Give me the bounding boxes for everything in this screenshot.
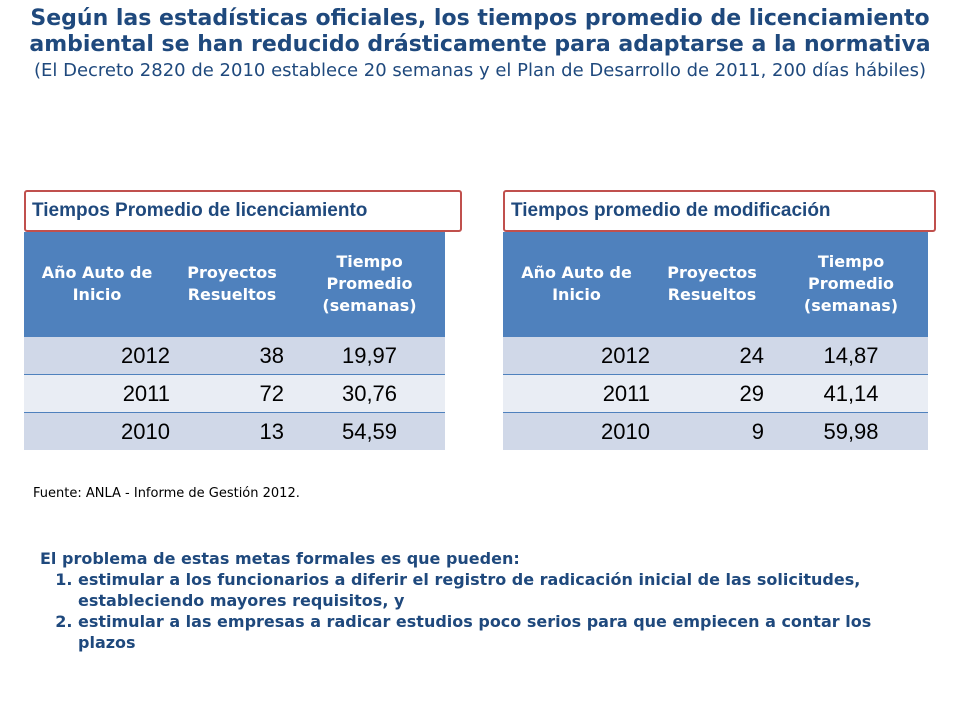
source-note: Fuente: ANLA - Informe de Gestión 2012. <box>33 486 300 501</box>
modification-table: Año Auto de Inicio Proyectos Resueltos T… <box>503 232 928 450</box>
projects-cell: 72 <box>170 374 294 413</box>
table-row: 2012 24 14,87 <box>503 336 928 375</box>
problem-list: estimular a los funcionarios a diferir e… <box>40 569 920 653</box>
year-cell: 2011 <box>503 374 650 413</box>
column-header-average-time: Tiempo Promedio (semanas) <box>774 232 928 337</box>
projects-cell: 29 <box>650 374 774 413</box>
year-cell: 2010 <box>503 412 650 450</box>
projects-cell: 24 <box>650 336 774 375</box>
table-header-row: Año Auto de Inicio Proyectos Resueltos T… <box>503 232 928 337</box>
table-row: 2012 38 19,97 <box>24 336 445 375</box>
table-header-row: Año Auto de Inicio Proyectos Resueltos T… <box>24 232 445 337</box>
average-time-cell: 59,98 <box>774 412 928 450</box>
average-time-cell: 14,87 <box>774 336 928 375</box>
year-cell: 2010 <box>24 412 170 450</box>
average-time-cell: 54,59 <box>294 412 445 450</box>
modification-table-container: Año Auto de Inicio Proyectos Resueltos T… <box>503 232 928 450</box>
projects-cell: 38 <box>170 336 294 375</box>
list-item: estimular a los funcionarios a diferir e… <box>78 569 920 611</box>
page-subtitle: (El Decreto 2820 de 2010 establece 20 se… <box>33 60 927 81</box>
licensing-table-container: Año Auto de Inicio Proyectos Resueltos T… <box>24 232 445 450</box>
modification-table-label: Tiempos promedio de modificación <box>503 190 936 232</box>
licensing-table: Año Auto de Inicio Proyectos Resueltos T… <box>24 232 445 450</box>
average-time-cell: 41,14 <box>774 374 928 413</box>
column-header-year: Año Auto de Inicio <box>503 232 650 337</box>
average-time-cell: 30,76 <box>294 374 445 413</box>
page-title: Según las estadísticas oficiales, los ti… <box>29 6 931 57</box>
table-row: 2010 13 54,59 <box>24 412 445 450</box>
year-cell: 2012 <box>24 336 170 375</box>
list-item: estimular a las empresas a radicar estud… <box>78 611 920 653</box>
column-header-projects: Proyectos Resueltos <box>170 232 294 337</box>
licensing-table-label: Tiempos Promedio de licenciamiento <box>24 190 462 232</box>
projects-cell: 9 <box>650 412 774 450</box>
average-time-cell: 19,97 <box>294 336 445 375</box>
table-row: 2011 29 41,14 <box>503 374 928 413</box>
column-header-projects: Proyectos Resueltos <box>650 232 774 337</box>
projects-cell: 13 <box>170 412 294 450</box>
year-cell: 2012 <box>503 336 650 375</box>
problem-statement: El problema de estas metas formales es q… <box>40 548 920 653</box>
problem-intro: El problema de estas metas formales es q… <box>40 549 520 568</box>
table-row: 2010 9 59,98 <box>503 412 928 450</box>
title-block: Según las estadísticas oficiales, los ti… <box>20 6 940 84</box>
column-header-year: Año Auto de Inicio <box>24 232 170 337</box>
column-header-average-time: Tiempo Promedio (semanas) <box>294 232 445 337</box>
table-row: 2011 72 30,76 <box>24 374 445 413</box>
year-cell: 2011 <box>24 374 170 413</box>
